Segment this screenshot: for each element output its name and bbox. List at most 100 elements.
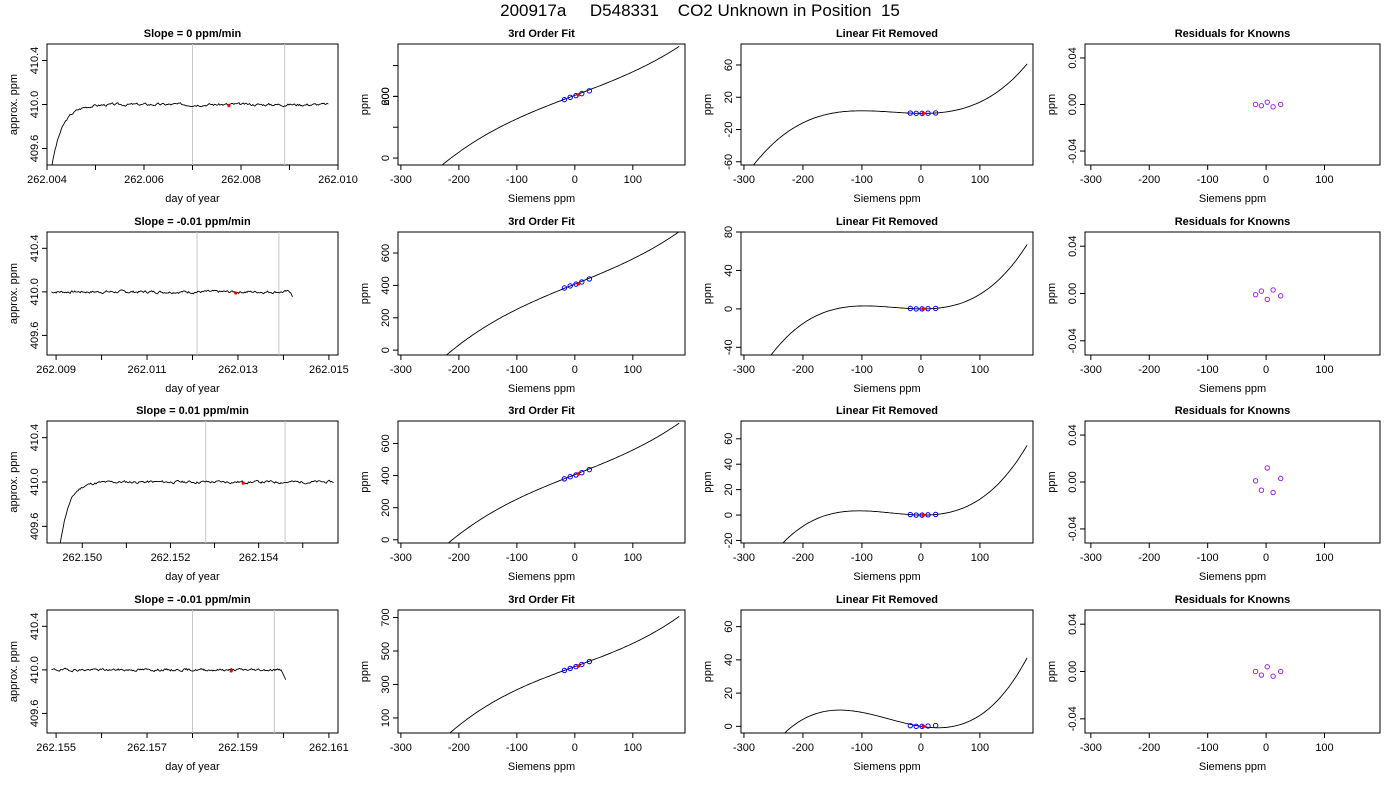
y-axis-label: ppm	[1046, 94, 1058, 115]
x-tick-label: -300	[1080, 742, 1102, 754]
x-tick-label: -200	[448, 552, 470, 564]
known-point	[932, 110, 939, 116]
plot-frame	[1084, 43, 1381, 166]
x-tick-label: 0	[572, 552, 578, 564]
panel-title: Slope = -0.01 ppm/min	[134, 216, 251, 228]
y-tick-label: 409.6	[29, 700, 41, 728]
residual-point	[1258, 672, 1265, 678]
residual-point	[1264, 664, 1270, 670]
sample-marker	[227, 104, 231, 108]
x-tick-label: -100	[1197, 552, 1219, 564]
y-tick-label: 400	[380, 276, 392, 294]
x-tick-label: 0	[572, 174, 578, 186]
y-tick-label: -0.04	[1067, 328, 1079, 353]
plot-frame	[397, 231, 686, 356]
x-tick-label: -100	[506, 552, 528, 564]
x-tick-label: -300	[390, 742, 412, 754]
x-tick-label: 0	[918, 742, 924, 754]
known-point	[907, 305, 914, 312]
x-tick-label: 262.008	[221, 174, 261, 186]
y-tick-label: 0	[380, 347, 392, 353]
x-tick-label: 0	[572, 742, 578, 754]
sample-marker	[229, 669, 233, 673]
fit-curve	[447, 422, 680, 543]
y-tick-label: 409.6	[29, 513, 41, 541]
y-tick-label: 100	[380, 709, 392, 727]
y-tick-label: 410.0	[29, 656, 41, 684]
unknown-marker	[921, 513, 926, 517]
x-axis-label: Siemens ppm	[1199, 383, 1266, 395]
x-tick-label: 262.015	[309, 364, 349, 376]
known-point	[561, 285, 568, 291]
residual-point	[1258, 487, 1265, 493]
panel-1-4: Residuals for Knowns -300 -200 -100 0 100 -0.0…	[1046, 28, 1381, 205]
x-tick-label: -100	[851, 364, 873, 376]
panel-title: 3rd Order Fit	[508, 594, 575, 606]
y-tick-label: 300	[380, 675, 392, 693]
x-tick-label: -200	[1138, 742, 1160, 754]
y-tick-label: -20	[723, 122, 735, 138]
known-point	[925, 305, 931, 312]
known-point	[913, 723, 919, 730]
y-tick-label: 80	[723, 226, 735, 238]
y-tick-label: -20	[723, 533, 735, 549]
y-axis-label: ppm	[702, 283, 714, 304]
x-tick-label: 0	[918, 174, 924, 186]
residual-point	[1264, 296, 1270, 303]
x-tick-label: -300	[1080, 552, 1102, 564]
sample-marker	[241, 481, 245, 485]
x-tick-label: -100	[1197, 174, 1219, 186]
panel-4-4: Residuals for Knowns -300 -200 -100 0 100 -0.0…	[1046, 594, 1381, 773]
y-axis-label: approx. ppm	[8, 74, 20, 135]
x-tick-label: 100	[624, 742, 642, 754]
y-axis-label: ppm	[359, 283, 371, 304]
residual-point	[1277, 668, 1284, 675]
panel-title: Residuals for Knowns	[1175, 28, 1291, 40]
unknown-marker	[576, 281, 581, 286]
x-tick-label: -100	[506, 174, 528, 186]
x-axis-label: Siemens ppm	[853, 193, 920, 205]
y-tick-label: 409.6	[29, 135, 41, 163]
x-tick-label: -300	[1080, 364, 1102, 376]
residual-point	[1277, 475, 1284, 482]
signal-trace	[51, 667, 287, 680]
y-tick-label: 0.04	[1067, 235, 1079, 256]
known-point	[932, 722, 939, 729]
panel-3-4: Residuals for Knowns -300 -200 -100 0 100 -0.0…	[1046, 405, 1381, 583]
residual-point	[1252, 101, 1259, 108]
unknown-marker	[921, 111, 926, 116]
known-point	[567, 474, 573, 480]
y-tick-label: 40	[723, 458, 735, 470]
y-tick-label: 200	[380, 309, 392, 327]
x-axis-label: day of year	[165, 761, 220, 773]
unknown-marker	[576, 472, 581, 476]
panel-4-3: Linear Fit Removed -300 -200 -100 0 100 0 20 40 6…	[702, 594, 1034, 773]
x-tick-label: 262.152	[151, 552, 191, 564]
y-tick-label: 400	[380, 466, 392, 484]
x-tick-label: 0	[1263, 364, 1269, 376]
plot-frame	[397, 420, 686, 544]
x-tick-label: 100	[624, 364, 642, 376]
known-point	[586, 658, 593, 665]
plot-frame	[740, 43, 1034, 166]
y-axis-label: ppm	[702, 661, 714, 682]
known-point	[561, 667, 568, 674]
x-tick-label: 100	[1315, 364, 1333, 376]
x-tick-label: -300	[733, 742, 755, 754]
y-axis-label: ppm	[702, 94, 714, 115]
plot-frame	[740, 420, 1034, 544]
y-axis-label: ppm	[702, 471, 714, 492]
x-tick-label: -100	[506, 364, 528, 376]
x-tick-label: 262.010	[318, 174, 358, 186]
x-axis-label: Siemens ppm	[1199, 571, 1266, 583]
y-tick-label: 410.4	[29, 424, 41, 452]
y-tick-label: 20	[723, 687, 735, 699]
x-tick-label: 262.009	[36, 364, 76, 376]
x-tick-label: 100	[624, 552, 642, 564]
x-tick-label: 0	[572, 364, 578, 376]
x-tick-label: 100	[971, 552, 989, 564]
x-tick-label: 0	[918, 552, 924, 564]
panel-title: 3rd Order Fit	[508, 216, 575, 228]
fit-curve	[449, 616, 680, 733]
